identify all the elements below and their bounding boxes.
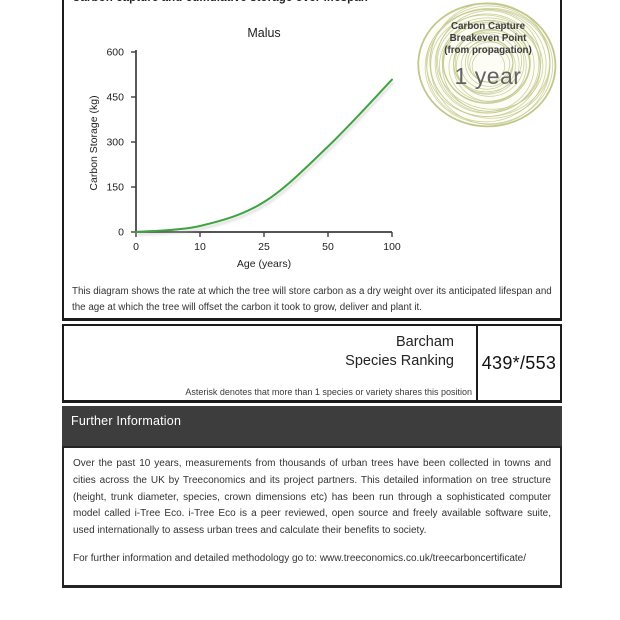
svg-text:0: 0 [133, 241, 139, 253]
badge-title-line2: Breakeven Point [449, 32, 527, 44]
ranking-label-line1: Barcham [395, 334, 454, 350]
carbon-chart-section: Carbon capture and cumulative storage ov… [62, 0, 562, 321]
chart-title: Malus [247, 26, 280, 40]
section-title: Carbon capture and cumulative storage ov… [72, 0, 368, 4]
svg-text:10: 10 [194, 241, 206, 253]
further-information-header: Further Information [62, 406, 562, 446]
badge-title-line1: Carbon Capture [450, 21, 526, 32]
svg-text:600: 600 [106, 47, 124, 59]
y-axis-label: Carbon Storage (kg) [88, 95, 100, 190]
further-information-section: Over the past 10 years, measurements fro… [62, 446, 562, 588]
ranking-label-line2: Species Ranking [345, 352, 454, 369]
tree-rings-icon [417, 2, 557, 128]
chart-description: This diagram shows the rate at which the… [72, 286, 552, 313]
methodology-link[interactable]: www.treeconomics.co.uk/treecarboncertifi… [319, 552, 527, 564]
ranking-footnote: Asterisk denotes that more than 1 specie… [185, 387, 472, 397]
methodology-link-prefix: For further information and detailed met… [73, 552, 320, 564]
carbon-curve-shadow [137, 81, 395, 236]
x-tick-labels: 0 10 25 50 100 [133, 241, 401, 253]
methodology-link-line: For further information and detailed met… [73, 553, 551, 564]
carbon-storage-chart: Malus 0 150 [88, 26, 401, 270]
breakeven-badge-text: Carbon Capture Breakeven Point (from pro… [413, 21, 563, 90]
breakeven-value: 1 year [454, 63, 522, 90]
svg-text:0: 0 [118, 227, 124, 239]
species-ranking-section: Barcham Species Ranking Asterisk denotes… [62, 324, 562, 403]
svg-text:50: 50 [322, 241, 334, 253]
svg-text:25: 25 [258, 241, 270, 253]
svg-text:100: 100 [383, 241, 401, 253]
badge-title-line3: (from propagation) [444, 44, 532, 56]
y-tick-labels: 0 150 300 450 600 [106, 47, 124, 239]
further-information-paragraph: Over the past 10 years, measurements fro… [73, 458, 551, 537]
ranking-label-cell: Barcham Species Ranking Asterisk denotes… [64, 326, 476, 400]
svg-text:150: 150 [106, 182, 124, 194]
x-axis-label: Age (years) [237, 258, 291, 270]
svg-text:450: 450 [106, 92, 124, 104]
x-tick-marks [135, 232, 393, 237]
breakeven-badge: Carbon Capture Breakeven Point (from pro… [413, 0, 563, 134]
ranking-value: 439*/553 [476, 326, 560, 400]
carbon-curve [135, 78, 393, 233]
svg-text:300: 300 [106, 137, 124, 149]
